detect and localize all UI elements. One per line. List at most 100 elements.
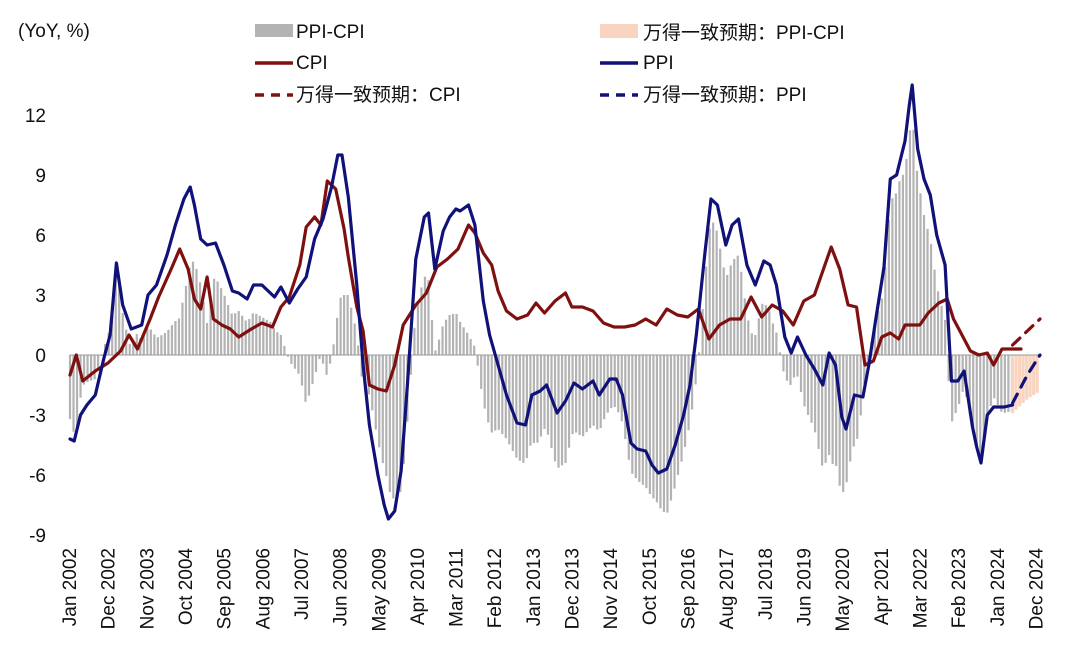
ppi-cpi-bar — [430, 319, 434, 355]
ppi-cpi-bar — [416, 300, 420, 355]
ppi-cpi-bar — [258, 315, 261, 355]
ppi-cpi-bar — [821, 355, 824, 466]
ppi-cpi-bar — [205, 323, 209, 355]
ppi-cpi-bar — [188, 267, 191, 355]
consensus-ppi-cpi-bar — [1032, 355, 1036, 395]
ppi-cpi-bar — [318, 355, 321, 360]
x-tick-label: Apr 2010 — [408, 548, 429, 625]
ppi-cpi-bar — [733, 259, 736, 355]
ppi-cpi-bar — [589, 355, 592, 429]
ppi-cpi-bar — [132, 341, 135, 355]
ppi-cpi-bar — [237, 311, 240, 355]
ppi-cpi-bar — [715, 230, 718, 355]
ppi-cpi-bar — [634, 355, 637, 479]
ppi-cpi-bar — [230, 313, 233, 355]
ppi-cpi-bar — [624, 355, 627, 440]
x-tick-label: May 2020 — [833, 548, 854, 631]
ppi-cpi-bar — [697, 352, 701, 355]
ppi-cpi-bar — [511, 355, 514, 451]
ppi-cpi-bar — [525, 355, 528, 459]
ppi-cpi-bar — [785, 355, 789, 381]
ppi-cpi-bar — [1000, 355, 1003, 412]
ppi-cpi-bar — [979, 355, 982, 461]
ppi-cpi-bar — [951, 355, 954, 422]
legend-swatch-consensus-ppi-cpi — [600, 24, 638, 38]
ppi-cpi-bar — [873, 323, 876, 355]
ppi-cpi-bar — [743, 298, 746, 355]
ppi-cpi-bar — [592, 355, 595, 426]
ppi-cpi-bar — [799, 355, 803, 393]
ppi-cpi-bar — [490, 355, 493, 433]
x-tick-label: Feb 2012 — [485, 548, 506, 628]
ppi-cpi-bar — [97, 355, 100, 369]
ppi-cpi-bar — [740, 271, 743, 355]
ppi-cpi-bar — [160, 335, 163, 355]
ppi-cpi-bar — [473, 345, 476, 355]
ppi-cpi-bar — [269, 321, 272, 355]
ppi-cpi-bar — [441, 326, 444, 355]
ppi-cpi-bar — [929, 244, 933, 355]
x-tick-label: Aug 2017 — [717, 548, 738, 629]
ppi-cpi-bar — [574, 355, 578, 433]
ppi-cpi-bar — [694, 355, 697, 385]
ppi-cpi-bar — [806, 355, 810, 415]
ppi-cpi-bar — [582, 355, 585, 437]
x-tick-label: Jan 2002 — [60, 548, 81, 626]
ppi-cpi-bar — [181, 302, 184, 355]
x-tick-label: Mar 2011 — [447, 548, 468, 627]
ppi-cpi-bar — [497, 355, 500, 430]
ppi-cpi-bar — [792, 355, 796, 378]
ppi-cpi-bar — [466, 332, 469, 355]
ppi-cpi-bar — [828, 355, 831, 455]
ppi-cpi-bar — [631, 355, 634, 474]
consensus-ppi-cpi-bar — [1014, 355, 1018, 410]
ppi-cpi-bar — [880, 298, 883, 355]
ppi-cpi-bar — [339, 297, 342, 355]
ppi-cpi-bar — [722, 267, 725, 355]
ppi-cpi-bar — [726, 274, 729, 355]
ppi-cpi-bar — [378, 355, 381, 448]
x-tick-label: Feb 2023 — [949, 548, 970, 628]
ppi-cpi-bar — [705, 266, 708, 355]
ppi-cpi-bar — [293, 355, 297, 369]
ppi-cpi-bar — [859, 355, 862, 416]
ppi-cpi-bar — [128, 343, 131, 355]
consensus-ppi-cpi-bar — [1018, 355, 1022, 407]
ppi-cpi-bar — [736, 255, 739, 355]
cpi-line — [68, 179, 1023, 393]
consensus-ppi-cpi-bar — [1035, 355, 1039, 393]
ppi-cpi-bar — [111, 307, 114, 355]
ppi-cpi-bar — [216, 281, 219, 355]
ppi-cpi-bar — [350, 307, 353, 355]
ppi-cpi-bar — [75, 355, 79, 427]
ppi-cpi-bar — [459, 321, 462, 355]
ppi-cpi-bar — [198, 282, 202, 355]
ppi-cpi-bar — [444, 319, 448, 355]
ppi-cpi-bar — [174, 321, 177, 355]
ppi-cpi-bar — [954, 355, 957, 413]
legend-label-cpi: CPI — [296, 53, 328, 74]
ppi-cpi-bar — [304, 355, 307, 402]
ppi-cpi-bar — [761, 303, 764, 355]
series-lines — [68, 83, 1042, 521]
ppi-cpi-bar — [286, 355, 289, 357]
ppi-cpi-bar — [437, 339, 441, 355]
x-tick-label: Jun 2019 — [795, 548, 816, 626]
ppi-cpi-bar — [757, 318, 760, 355]
x-tick-label: Apr 2021 — [872, 548, 893, 625]
ppi-cpi-bar — [311, 355, 314, 384]
ppi-cpi-bar — [357, 345, 360, 355]
x-tick-label: Jul 2007 — [292, 548, 313, 620]
ppi-cpi-bar — [167, 329, 170, 355]
x-tick-label: Oct 2004 — [176, 548, 197, 626]
ppi-cpi-bar — [993, 355, 996, 399]
ppi-cpi-bar — [518, 355, 521, 461]
x-tick-label: Aug 2006 — [253, 548, 274, 629]
ppi-cpi-bar — [536, 355, 539, 443]
ppi-cpi-bar — [662, 355, 666, 513]
ppi-cpi-bar — [771, 323, 774, 355]
consensus-ppi-cpi-bar — [1010, 355, 1015, 413]
ppi-cpi-bar — [265, 319, 268, 355]
consensus-ppi-line — [1011, 353, 1042, 405]
